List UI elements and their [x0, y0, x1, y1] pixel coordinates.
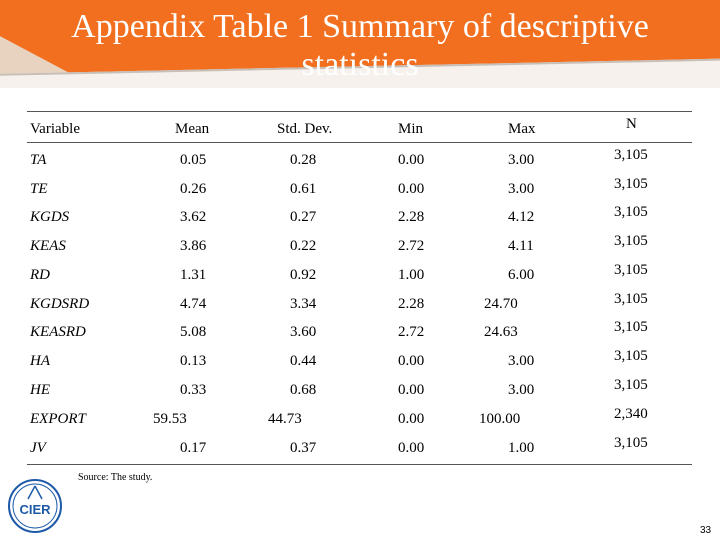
- cell-n: 3,105: [614, 291, 648, 307]
- cell-variable: KEAS: [30, 238, 66, 254]
- cell-n: 3,105: [614, 319, 648, 335]
- cell-mean: 59.53: [153, 411, 187, 427]
- title-line-1: Appendix Table 1 Summary of descriptive: [71, 8, 649, 45]
- header-min: Min: [398, 121, 424, 137]
- cell-std: 3.34: [290, 296, 317, 312]
- cell-max: 3.00: [508, 181, 535, 197]
- cell-mean: 3.86: [180, 238, 207, 254]
- cell-min: 2.28: [398, 296, 425, 312]
- cell-max: 1.00: [508, 440, 535, 456]
- cell-min: 0.00: [398, 181, 425, 197]
- cell-min: 0.00: [398, 382, 425, 398]
- cell-variable: HA: [30, 353, 50, 369]
- cell-min: 0.00: [398, 152, 425, 168]
- cell-std: 0.44: [290, 353, 317, 369]
- cell-std: 0.37: [290, 440, 317, 456]
- header-max: Max: [508, 121, 536, 137]
- cell-n: 3,105: [614, 377, 648, 393]
- cell-variable: EXPORT: [30, 411, 86, 427]
- cell-variable: HE: [30, 382, 50, 398]
- cell-mean: 0.05: [180, 152, 207, 168]
- cell-variable: KEASRD: [30, 324, 86, 340]
- cell-std: 0.28: [290, 152, 317, 168]
- cell-min: 2.72: [398, 238, 425, 254]
- cell-max: 6.00: [508, 267, 535, 283]
- table-bottom-rule: [27, 464, 692, 465]
- cell-std: 0.92: [290, 267, 317, 283]
- table-top-rule: [27, 111, 692, 112]
- header-mean: Mean: [175, 121, 210, 137]
- cell-variable: TE: [30, 181, 48, 197]
- cell-max: 24.63: [484, 324, 518, 340]
- cell-mean: 4.74: [180, 296, 207, 312]
- cell-max: 3.00: [508, 382, 535, 398]
- cell-max: 24.70: [484, 296, 518, 312]
- cell-mean: 0.17: [180, 440, 207, 456]
- cell-variable: KGDS: [30, 209, 70, 225]
- cell-std: 3.60: [290, 324, 317, 340]
- cell-n: 3,105: [614, 176, 648, 192]
- cell-max: 3.00: [508, 353, 535, 369]
- cell-std: 0.61: [290, 181, 317, 197]
- cell-mean: 0.26: [180, 181, 207, 197]
- header-std-dev: Std. Dev.: [277, 121, 333, 137]
- cell-n: 3,105: [614, 435, 648, 451]
- page-number: 33: [700, 525, 712, 536]
- cell-n: 3,105: [614, 204, 648, 220]
- cell-variable: KGDSRD: [30, 296, 90, 312]
- cier-logo-icon: CIER: [6, 477, 64, 535]
- cell-variable: TA: [30, 152, 47, 168]
- cell-std: 0.22: [290, 238, 317, 254]
- logo-text: CIER: [19, 502, 51, 517]
- cell-std: 44.73: [268, 411, 302, 427]
- cell-min: 0.00: [398, 353, 425, 369]
- cell-n: 3,105: [614, 262, 648, 278]
- header-banner: [0, 0, 720, 88]
- header-n: N: [626, 116, 637, 132]
- cell-n: 3,105: [614, 348, 648, 364]
- cell-n: 2,340: [614, 406, 648, 422]
- cell-mean: 0.13: [180, 353, 207, 369]
- cell-min: 0.00: [398, 411, 425, 427]
- cell-mean: 5.08: [180, 324, 207, 340]
- cell-mean: 3.62: [180, 209, 207, 225]
- cell-max: 4.11: [508, 238, 534, 254]
- header-variable: Variable: [30, 121, 80, 137]
- table-header-rule: [27, 142, 692, 143]
- cell-max: 100.00: [479, 411, 521, 427]
- cell-min: 2.72: [398, 324, 425, 340]
- cell-max: 4.12: [508, 209, 535, 225]
- page-title: Appendix Table 1 Summary of descriptive …: [0, 8, 720, 84]
- cell-min: 2.28: [398, 209, 425, 225]
- cell-std: 0.27: [290, 209, 317, 225]
- source-note: Source: The study.: [78, 472, 153, 483]
- cell-n: 3,105: [614, 147, 648, 163]
- cell-mean: 1.31: [180, 267, 207, 283]
- cell-std: 0.68: [290, 382, 317, 398]
- cell-min: 0.00: [398, 440, 425, 456]
- cell-min: 1.00: [398, 267, 425, 283]
- title-line-2: statistics: [301, 46, 419, 83]
- cell-variable: RD: [30, 267, 50, 283]
- cell-mean: 0.33: [180, 382, 207, 398]
- cell-max: 3.00: [508, 152, 535, 168]
- cell-n: 3,105: [614, 233, 648, 249]
- cell-variable: JV: [30, 440, 46, 456]
